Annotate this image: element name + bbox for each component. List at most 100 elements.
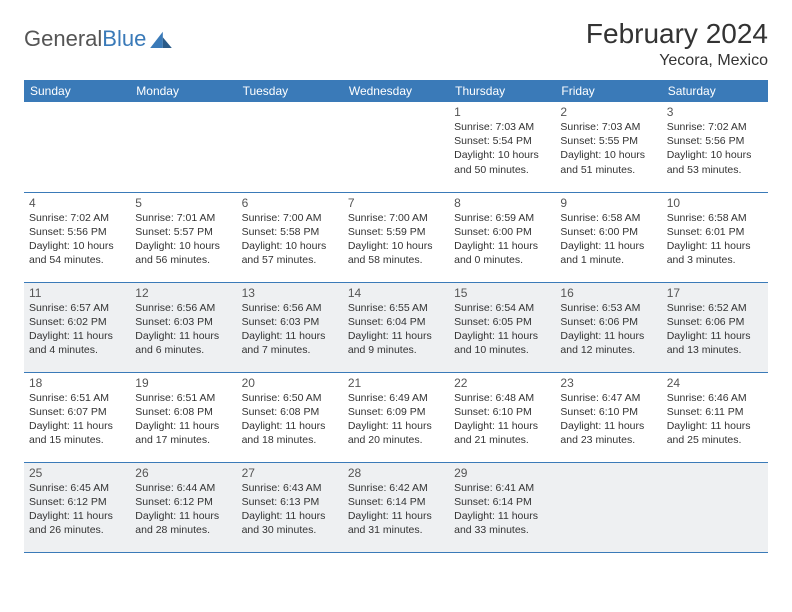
weekday-header: Friday [555,80,661,102]
calendar-cell: 24Sunrise: 6:46 AMSunset: 6:11 PMDayligh… [662,372,768,462]
day-number: 8 [454,196,550,210]
weekday-header: Wednesday [343,80,449,102]
day-details: Sunrise: 6:46 AMSunset: 6:11 PMDaylight:… [667,391,763,448]
day-number: 16 [560,286,656,300]
location: Yecora, Mexico [586,52,768,70]
day-details: Sunrise: 6:44 AMSunset: 6:12 PMDaylight:… [135,481,231,538]
calendar-cell: 12Sunrise: 6:56 AMSunset: 6:03 PMDayligh… [130,282,236,372]
day-number: 3 [667,105,763,119]
calendar-header-row: SundayMondayTuesdayWednesdayThursdayFrid… [24,80,768,102]
day-number: 28 [348,466,444,480]
calendar-cell: 27Sunrise: 6:43 AMSunset: 6:13 PMDayligh… [237,462,343,552]
day-details: Sunrise: 6:50 AMSunset: 6:08 PMDaylight:… [242,391,338,448]
calendar-cell: 10Sunrise: 6:58 AMSunset: 6:01 PMDayligh… [662,192,768,282]
calendar-cell: 11Sunrise: 6:57 AMSunset: 6:02 PMDayligh… [24,282,130,372]
day-details: Sunrise: 6:55 AMSunset: 6:04 PMDaylight:… [348,301,444,358]
calendar-table: SundayMondayTuesdayWednesdayThursdayFrid… [24,80,768,553]
day-details: Sunrise: 6:59 AMSunset: 6:00 PMDaylight:… [454,211,550,268]
day-number: 19 [135,376,231,390]
day-details: Sunrise: 6:58 AMSunset: 6:01 PMDaylight:… [667,211,763,268]
day-number: 22 [454,376,550,390]
calendar-cell: 17Sunrise: 6:52 AMSunset: 6:06 PMDayligh… [662,282,768,372]
day-number: 20 [242,376,338,390]
day-number: 5 [135,196,231,210]
calendar-cell: 1Sunrise: 7:03 AMSunset: 5:54 PMDaylight… [449,102,555,192]
day-number: 9 [560,196,656,210]
calendar-cell: 25Sunrise: 6:45 AMSunset: 6:12 PMDayligh… [24,462,130,552]
day-details: Sunrise: 7:02 AMSunset: 5:56 PMDaylight:… [667,120,763,177]
day-number: 7 [348,196,444,210]
title-block: February 2024 Yecora, Mexico [586,18,768,70]
calendar-cell [24,102,130,192]
day-number: 27 [242,466,338,480]
day-details: Sunrise: 6:52 AMSunset: 6:06 PMDaylight:… [667,301,763,358]
day-details: Sunrise: 6:48 AMSunset: 6:10 PMDaylight:… [454,391,550,448]
day-details: Sunrise: 6:43 AMSunset: 6:13 PMDaylight:… [242,481,338,538]
day-details: Sunrise: 7:01 AMSunset: 5:57 PMDaylight:… [135,211,231,268]
calendar-cell: 14Sunrise: 6:55 AMSunset: 6:04 PMDayligh… [343,282,449,372]
weekday-header: Monday [130,80,236,102]
calendar-cell: 16Sunrise: 6:53 AMSunset: 6:06 PMDayligh… [555,282,661,372]
day-details: Sunrise: 7:03 AMSunset: 5:55 PMDaylight:… [560,120,656,177]
calendar-cell: 6Sunrise: 7:00 AMSunset: 5:58 PMDaylight… [237,192,343,282]
calendar-row: 1Sunrise: 7:03 AMSunset: 5:54 PMDaylight… [24,102,768,192]
weekday-header: Thursday [449,80,555,102]
calendar-cell: 9Sunrise: 6:58 AMSunset: 6:00 PMDaylight… [555,192,661,282]
calendar-cell: 3Sunrise: 7:02 AMSunset: 5:56 PMDaylight… [662,102,768,192]
day-number: 18 [29,376,125,390]
day-number: 15 [454,286,550,300]
calendar-cell: 5Sunrise: 7:01 AMSunset: 5:57 PMDaylight… [130,192,236,282]
day-number: 21 [348,376,444,390]
calendar-row: 18Sunrise: 6:51 AMSunset: 6:07 PMDayligh… [24,372,768,462]
day-number: 11 [29,286,125,300]
day-number: 17 [667,286,763,300]
day-details: Sunrise: 6:53 AMSunset: 6:06 PMDaylight:… [560,301,656,358]
logo-text: GeneralBlue [24,26,146,52]
calendar-cell [237,102,343,192]
day-number: 2 [560,105,656,119]
weekday-header: Saturday [662,80,768,102]
calendar-cell: 2Sunrise: 7:03 AMSunset: 5:55 PMDaylight… [555,102,661,192]
logo-part1: General [24,26,102,51]
calendar-cell [555,462,661,552]
day-details: Sunrise: 6:57 AMSunset: 6:02 PMDaylight:… [29,301,125,358]
calendar-cell: 7Sunrise: 7:00 AMSunset: 5:59 PMDaylight… [343,192,449,282]
calendar-cell: 22Sunrise: 6:48 AMSunset: 6:10 PMDayligh… [449,372,555,462]
calendar-cell [662,462,768,552]
calendar-cell: 21Sunrise: 6:49 AMSunset: 6:09 PMDayligh… [343,372,449,462]
day-details: Sunrise: 6:51 AMSunset: 6:07 PMDaylight:… [29,391,125,448]
calendar-row: 25Sunrise: 6:45 AMSunset: 6:12 PMDayligh… [24,462,768,552]
calendar-cell: 20Sunrise: 6:50 AMSunset: 6:08 PMDayligh… [237,372,343,462]
day-number: 26 [135,466,231,480]
calendar-cell: 26Sunrise: 6:44 AMSunset: 6:12 PMDayligh… [130,462,236,552]
day-details: Sunrise: 6:51 AMSunset: 6:08 PMDaylight:… [135,391,231,448]
logo-part2: Blue [102,26,146,51]
calendar-cell: 23Sunrise: 6:47 AMSunset: 6:10 PMDayligh… [555,372,661,462]
calendar-cell: 19Sunrise: 6:51 AMSunset: 6:08 PMDayligh… [130,372,236,462]
day-details: Sunrise: 6:56 AMSunset: 6:03 PMDaylight:… [135,301,231,358]
logo-triangle-icon [150,30,172,48]
calendar-cell: 8Sunrise: 6:59 AMSunset: 6:00 PMDaylight… [449,192,555,282]
day-details: Sunrise: 6:47 AMSunset: 6:10 PMDaylight:… [560,391,656,448]
calendar-cell: 13Sunrise: 6:56 AMSunset: 6:03 PMDayligh… [237,282,343,372]
day-details: Sunrise: 7:02 AMSunset: 5:56 PMDaylight:… [29,211,125,268]
calendar-row: 11Sunrise: 6:57 AMSunset: 6:02 PMDayligh… [24,282,768,372]
month-title: February 2024 [586,18,768,50]
calendar-cell [343,102,449,192]
calendar-cell: 29Sunrise: 6:41 AMSunset: 6:14 PMDayligh… [449,462,555,552]
day-details: Sunrise: 6:58 AMSunset: 6:00 PMDaylight:… [560,211,656,268]
logo: GeneralBlue [24,18,172,52]
day-number: 10 [667,196,763,210]
day-details: Sunrise: 6:42 AMSunset: 6:14 PMDaylight:… [348,481,444,538]
day-details: Sunrise: 7:00 AMSunset: 5:59 PMDaylight:… [348,211,444,268]
day-details: Sunrise: 6:41 AMSunset: 6:14 PMDaylight:… [454,481,550,538]
calendar-cell: 28Sunrise: 6:42 AMSunset: 6:14 PMDayligh… [343,462,449,552]
day-number: 24 [667,376,763,390]
calendar-row: 4Sunrise: 7:02 AMSunset: 5:56 PMDaylight… [24,192,768,282]
day-details: Sunrise: 6:49 AMSunset: 6:09 PMDaylight:… [348,391,444,448]
day-details: Sunrise: 6:54 AMSunset: 6:05 PMDaylight:… [454,301,550,358]
weekday-header: Sunday [24,80,130,102]
day-number: 29 [454,466,550,480]
header: GeneralBlue February 2024 Yecora, Mexico [24,18,768,70]
day-number: 25 [29,466,125,480]
